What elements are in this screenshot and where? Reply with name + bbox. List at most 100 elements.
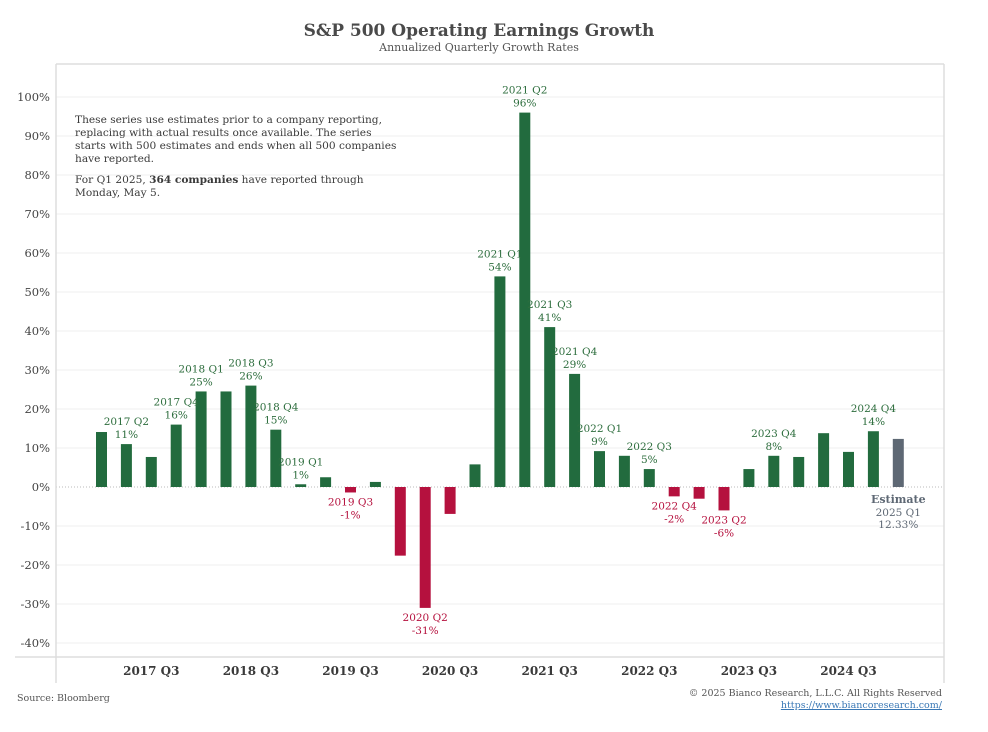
x-tick-label: 2019 Q3 <box>322 664 378 678</box>
y-tick-label: 60% <box>24 246 50 260</box>
bar-annotation-period: 2023 Q4 <box>751 428 797 440</box>
bar <box>668 487 680 497</box>
bar-annotation-value: 41% <box>538 312 561 324</box>
bar <box>469 464 481 487</box>
bar <box>768 455 780 487</box>
estimate-heading: Estimate <box>871 493 926 506</box>
bar-annotation-period: 2023 Q2 <box>701 514 746 526</box>
y-tick-label: 80% <box>24 168 50 182</box>
bar-annotation-period: 2021 Q1 <box>477 248 522 260</box>
bar-annotation-value: 8% <box>765 441 782 453</box>
bar <box>220 391 232 487</box>
copyright-text: © 2025 Bianco Research, L.L.C. All Right… <box>688 688 942 699</box>
y-axis-tick-labels: 100% 90% 80% 70% 60% 50% 40% 30% 20% 10% 0% -10% -20… <box>17 90 50 650</box>
bar-annotation-period: 2018 Q3 <box>228 358 273 370</box>
y-tick-label: 0% <box>32 480 50 494</box>
note-paragraph-1: These series use estimates prior to a co… <box>75 114 397 165</box>
copyright: © 2025 Bianco Research, L.L.C. All Right… <box>689 688 942 712</box>
bar-annotation-period: 2017 Q2 <box>104 416 149 428</box>
y-tick-label: -20% <box>21 558 51 572</box>
bar <box>643 469 655 487</box>
bar <box>170 424 182 487</box>
bar <box>419 487 431 608</box>
bar <box>295 484 307 487</box>
bar <box>718 487 730 511</box>
bar-annotation-period: 2019 Q1 <box>278 456 323 468</box>
bar-annotation-value: 96% <box>513 98 536 110</box>
y-tick-label: -10% <box>21 519 51 533</box>
bar-annotation-period: 2018 Q1 <box>178 363 223 375</box>
bar-annotation-value: 5% <box>641 454 658 466</box>
bar-annotation-period: 2019 Q3 <box>328 496 373 508</box>
bar-annotation-period: 2021 Q4 <box>552 346 598 358</box>
x-tick-label: 2018 Q3 <box>223 664 279 678</box>
bar-annotation-value: 11% <box>115 429 138 441</box>
bar-annotation-period: 2018 Q4 <box>253 402 299 414</box>
bar <box>444 487 456 514</box>
y-tick-label: 30% <box>24 363 50 377</box>
note-suffix: have reported through Monday, May 5. <box>75 174 364 199</box>
bar-annotation-value: 29% <box>563 359 586 371</box>
x-tick-label: 2022 Q3 <box>621 664 677 678</box>
bar-annotation-value: 9% <box>591 436 608 448</box>
bar <box>245 385 257 487</box>
bar-annotation-value: 26% <box>239 371 262 383</box>
bar <box>693 487 705 499</box>
chart-note: These series use estimates prior to a co… <box>75 114 405 208</box>
x-axis-tick-labels: 2017 Q3 2018 Q3 2019 Q3 2020 Q3 2021 Q3 2022 … <box>123 664 877 678</box>
y-tick-label: -30% <box>21 597 51 611</box>
note-company-count: 364 companies <box>149 174 239 186</box>
bar <box>145 456 157 487</box>
bar-annotation-value: 1% <box>292 469 309 481</box>
bar-annotation-value: 25% <box>189 376 212 388</box>
y-tick-label: 50% <box>24 285 50 299</box>
bar <box>818 433 830 487</box>
source-note: Source: Bloomberg <box>17 693 110 704</box>
bar <box>96 432 107 487</box>
bar <box>195 391 207 487</box>
bar <box>793 456 805 487</box>
y-tick-label: 10% <box>24 441 50 455</box>
estimate-period: 2025 Q1 <box>876 507 921 519</box>
estimate-bar <box>892 438 904 487</box>
bar <box>394 487 406 556</box>
chart-title: S&P 500 Operating Earnings Growth <box>303 21 655 41</box>
bar-annotation-value: -1% <box>340 509 360 521</box>
note-prefix: For Q1 2025, <box>75 174 150 186</box>
bar <box>544 327 556 487</box>
bar <box>867 431 879 487</box>
bar <box>494 276 506 487</box>
website-link[interactable]: https://www.biancoresearch.com/ <box>780 700 942 711</box>
bar <box>843 451 854 487</box>
y-tick-label: 100% <box>17 90 50 104</box>
y-tick-label: 90% <box>24 129 50 143</box>
bar <box>270 429 282 487</box>
y-tick-label: 20% <box>24 402 50 416</box>
bar <box>369 481 381 487</box>
bar <box>345 487 356 493</box>
x-tick-label: 2017 Q3 <box>123 664 179 678</box>
x-tick-label: 2021 Q3 <box>522 664 578 678</box>
bars <box>96 112 904 608</box>
bar-annotation-value: 15% <box>264 415 287 427</box>
bar <box>120 444 132 487</box>
estimate-value: 12.33% <box>878 519 918 531</box>
chart-frame <box>15 63 945 683</box>
bar-annotation-period: 2021 Q2 <box>502 85 547 97</box>
bar <box>519 112 531 487</box>
bar-annotation-value: -31% <box>412 625 439 637</box>
y-tick-label: 40% <box>24 324 50 338</box>
y-tick-label: -40% <box>21 636 51 650</box>
bar-annotation-value: 14% <box>862 416 885 428</box>
x-tick-label: 2023 Q3 <box>721 664 777 678</box>
bar-annotation-period: 2017 Q4 <box>154 397 200 409</box>
note-paragraph-2: For Q1 2025, 364 companies have reported… <box>75 174 405 200</box>
bar <box>569 373 581 487</box>
bar-annotation-period: 2024 Q4 <box>851 403 897 415</box>
bar-annotation-period: 2022 Q4 <box>652 500 698 512</box>
bar <box>743 469 755 487</box>
bar <box>618 455 630 487</box>
bar-annotation-value: -6% <box>714 527 734 539</box>
